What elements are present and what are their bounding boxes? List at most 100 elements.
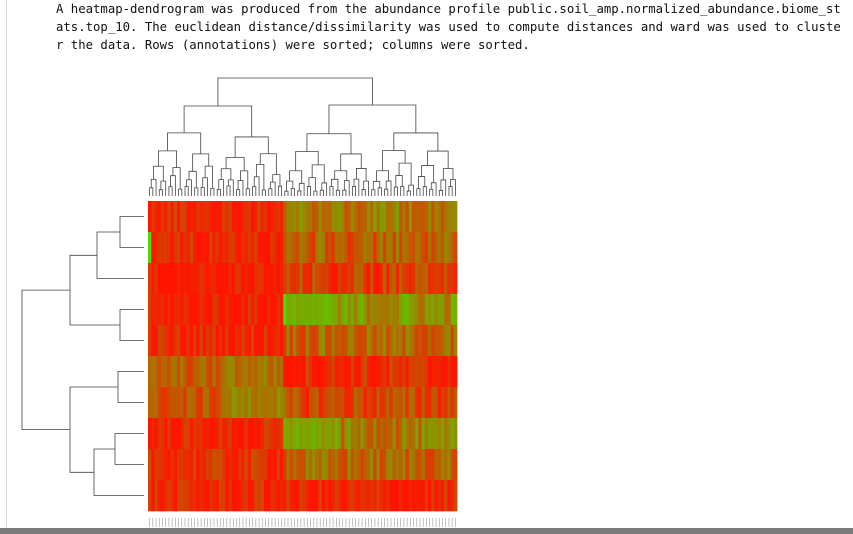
heatmap-cell-r10-c70 — [370, 480, 374, 512]
heatmap-cell-r6-c27 — [231, 356, 236, 388]
heatmap-cell-r10-c45 — [289, 480, 294, 512]
heatmap-cell-r2-c12 — [183, 232, 187, 264]
heatmap-cell-r8-c1 — [148, 418, 152, 450]
heatmap-cell-r3-c48 — [299, 263, 303, 295]
heatmap-cell-r6-c60 — [337, 356, 342, 388]
heatmap-cell-r1-c79 — [399, 201, 403, 233]
heatmap-cell-r4-c74 — [382, 294, 387, 326]
heatmap-cell-r2-c74 — [382, 232, 387, 264]
heatmap-cell-r10-c71 — [373, 480, 377, 512]
heatmap-cell-r6-c90 — [434, 356, 439, 388]
heatmap-cell-r3-c25 — [225, 263, 229, 295]
heatmap-cell-r6-c22 — [215, 356, 220, 388]
heatmap-cell-r1-c89 — [431, 201, 435, 233]
column-dendrogram-branch-alrrl — [202, 177, 208, 196]
heatmap-cell-r1-c58 — [331, 201, 336, 233]
heatmap-cell-r10-c78 — [395, 480, 400, 512]
heatmap-cell-r2-c61 — [341, 232, 345, 264]
heatmap-cell-r2-c52 — [312, 232, 316, 264]
heatmap-cell-r9-c32 — [247, 449, 252, 481]
heatmap-cell-r2-c32 — [247, 232, 252, 264]
heatmap-cell-r5-c19 — [205, 325, 210, 357]
heatmap-cell-r9-c43 — [283, 449, 287, 481]
heatmap-cell-r1-c14 — [189, 201, 194, 233]
heatmap-cell-r8-c30 — [241, 418, 245, 450]
heatmap-cell-r2-c9 — [173, 232, 178, 264]
heatmap-cell-r1-c90 — [434, 201, 439, 233]
heatmap-cell-r9-c82 — [408, 449, 413, 481]
heatmap-cell-r3-c45 — [289, 263, 294, 295]
heatmap-cell-r6-c30 — [241, 356, 245, 388]
column-dendrogram-branch-arllll — [216, 188, 221, 196]
heatmap-cell-r7-c18 — [202, 387, 207, 419]
heatmap-cell-r8-c32 — [247, 418, 252, 450]
heatmap-cell-r8-c13 — [186, 418, 191, 450]
heatmap-cell-r8-c90 — [434, 418, 439, 450]
heatmap-cell-r9-c3 — [154, 449, 159, 481]
heatmap-cell-r7-c8 — [170, 387, 175, 419]
heatmap-cell-r10-c38 — [267, 480, 271, 512]
heatmap-cell-r2-c81 — [405, 232, 410, 264]
heatmap-cell-r9-c42 — [279, 449, 284, 481]
heatmap-cell-r2-c58 — [331, 232, 336, 264]
heatmap-cell-r8-c88 — [428, 418, 432, 450]
heatmap-cell-r6-c29 — [238, 356, 242, 388]
heatmap-cell-r4-c62 — [344, 294, 348, 326]
heatmap-cell-r1-c11 — [180, 201, 184, 233]
heatmap-cell-r2-c37 — [263, 232, 268, 264]
heatmap-cell-r10-c8 — [170, 480, 175, 512]
heatmap-cell-r10-c21 — [212, 480, 216, 512]
heatmap-cell-r4-c3 — [154, 294, 159, 326]
heatmap-cell-r3-c34 — [254, 263, 258, 295]
heatmap-cell-r7-c48 — [299, 387, 303, 419]
heatmap-cell-r6-c34 — [254, 356, 258, 388]
heatmap-cell-r4-c61 — [341, 294, 345, 326]
column-dendrogram-branch-arllrl — [226, 185, 231, 196]
heatmap-cell-r1-c50 — [305, 201, 310, 233]
heatmap-cell-r3-c24 — [222, 263, 226, 295]
heatmap-cell-r1-c41 — [276, 201, 281, 233]
heatmap-cell-r2-c57 — [328, 232, 332, 264]
heatmap-cell-r1-c65 — [354, 201, 358, 233]
heatmap-cell-r8-c84 — [415, 418, 419, 450]
heatmap-cell-r3-c91 — [437, 263, 442, 295]
heatmap-cell-r2-c26 — [228, 232, 233, 264]
heatmap-cell-r2-c92 — [440, 232, 445, 264]
heatmap-cell-r5-c66 — [357, 325, 361, 357]
heatmap-cell-r4-c89 — [431, 294, 435, 326]
heatmap-cell-r4-c20 — [209, 294, 213, 326]
heatmap-cell-r4-c14 — [189, 294, 194, 326]
heatmap-cell-r9-c53 — [315, 449, 319, 481]
heatmap-cell-r7-c26 — [228, 387, 233, 419]
column-dendrogram-branch-arlr — [240, 170, 249, 189]
heatmap-cell-r8-c81 — [405, 418, 410, 450]
heatmap-cell-r5-c74 — [382, 325, 387, 357]
heatmap-cell-r1-c61 — [341, 201, 345, 233]
heatmap-cell-r4-c64 — [350, 294, 355, 326]
heatmap-cell-r6-c73 — [379, 356, 384, 388]
heatmap-cell-r7-c27 — [231, 387, 236, 419]
heatmap-cell-r9-c62 — [344, 449, 348, 481]
column-dendrogram-branch-blllrl — [297, 190, 302, 196]
heatmap-cell-r3-c60 — [337, 263, 342, 295]
heatmap-cell-r9-c7 — [167, 449, 171, 481]
heatmap-cell-r9-c92 — [440, 449, 445, 481]
heatmap-cell-r3-c85 — [418, 263, 422, 295]
heatmap-cell-r3-c92 — [440, 263, 445, 295]
heatmap-cell-r3-c56 — [325, 263, 329, 295]
heatmap-cell-r2-c49 — [302, 232, 307, 264]
heatmap-cell-r7-c88 — [428, 387, 432, 419]
heatmap-cell-r5-c29 — [238, 325, 242, 357]
column-dendrogram-branch-blrrrl — [361, 189, 366, 196]
heatmap-cell-r5-c6 — [164, 325, 168, 357]
column-dendrogram-branch-arrr — [272, 174, 281, 187]
heatmap-cell-r10-c91 — [437, 480, 442, 512]
heatmap-cell-r10-c62 — [344, 480, 348, 512]
heatmap-cell-r3-c21 — [212, 263, 216, 295]
heatmap-cell-r4-c32 — [247, 294, 252, 326]
heatmap-cell-r3-c50 — [305, 263, 310, 295]
heatmap-cell-r8-c92 — [440, 418, 445, 450]
row-dendrogram-branch-1-5 — [69, 254, 120, 326]
heatmap-cell-r1-c43 — [283, 201, 287, 233]
